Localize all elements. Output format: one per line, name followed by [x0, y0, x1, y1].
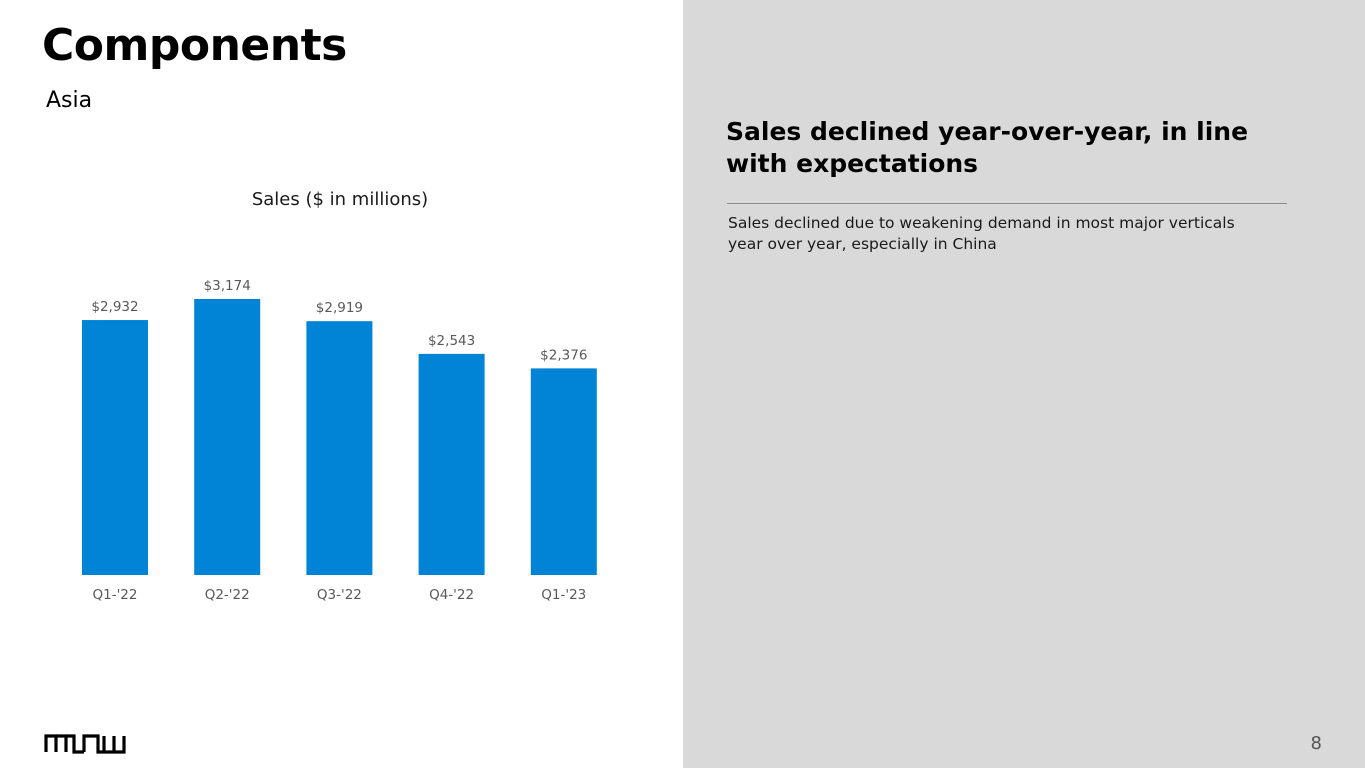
right-panel [683, 0, 1365, 768]
page-number: 8 [1310, 733, 1322, 754]
data-label: $3,174 [204, 278, 251, 294]
divider [727, 203, 1287, 204]
x-tick-label: Q2-'22 [205, 587, 250, 603]
x-tick-label: Q1-'22 [93, 587, 138, 603]
x-tick-label: Q4-'22 [429, 587, 474, 603]
x-tick-label: Q3-'22 [317, 587, 362, 603]
bar-Q3-'22 [306, 321, 373, 575]
chart-title: Sales ($ in millions) [251, 189, 429, 210]
left-panel: Components Asia Sales ($ in millions) $2… [42, 20, 597, 754]
bar-Q4-'22 [418, 353, 485, 575]
page-title: Components [42, 20, 347, 71]
page-subtitle: Asia [46, 88, 93, 113]
data-label: $2,932 [91, 299, 138, 315]
x-tick-label: Q1-'23 [541, 587, 586, 603]
bar-Q1-'22 [82, 320, 148, 575]
bar-Q2-'22 [194, 299, 261, 575]
data-label: $2,376 [540, 347, 587, 363]
headline: Sales declined year-over-year, in line w… [726, 117, 1249, 178]
arrow-logo [44, 734, 126, 754]
data-label: $2,919 [316, 300, 363, 316]
data-label: $2,543 [428, 333, 475, 349]
body-text: Sales declined due to weakening demand i… [728, 214, 1235, 253]
sales-bar-chart: $2,932 Q1-'22 $3,174 Q2-'22 $2,919 Q3-'22 $2,5… [82, 278, 597, 603]
bar-Q1-'23 [530, 368, 597, 575]
